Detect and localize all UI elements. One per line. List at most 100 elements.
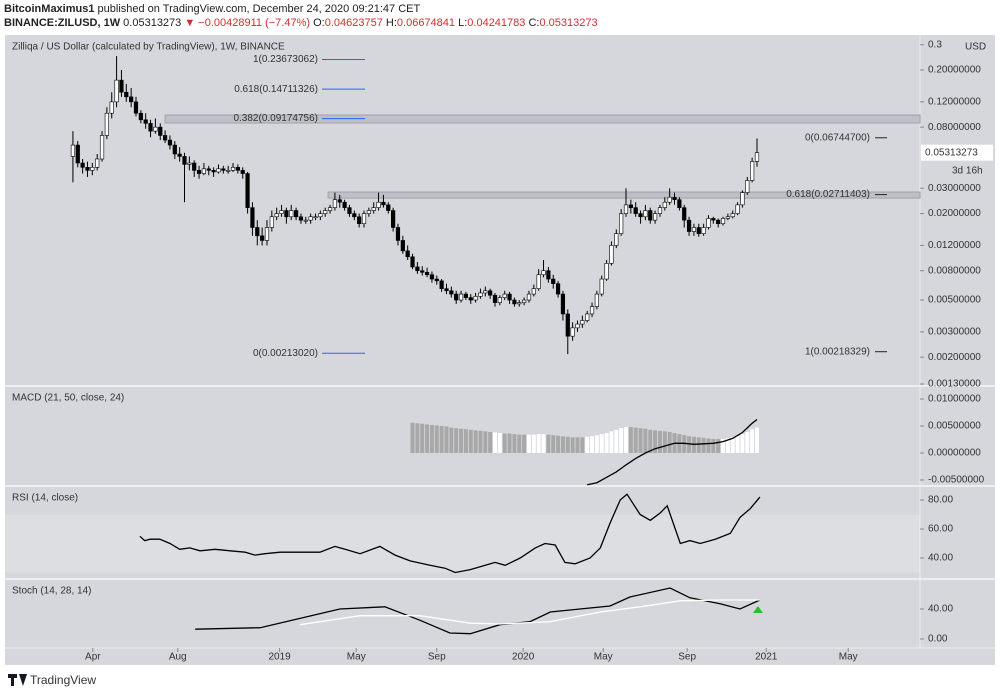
logo [8, 674, 27, 686]
candle-body [323, 210, 328, 214]
header: BitcoinMaximus1 published on TradingView… [4, 2, 598, 30]
fib-label: 0(0.06744700) [805, 132, 870, 143]
candle-body [342, 201, 347, 208]
candle-body [289, 210, 294, 218]
signal-marker [753, 606, 763, 613]
candle-body [536, 274, 541, 289]
histogram-bar [701, 437, 706, 453]
candle-body [565, 313, 570, 337]
y-tick-label: 0.00800000 [928, 265, 981, 276]
histogram-bar [623, 427, 628, 453]
x-tick-label: May [347, 652, 366, 663]
candle-body [507, 293, 512, 301]
candle-body [99, 135, 105, 160]
y-tick-label: 0.00000000 [928, 448, 981, 459]
candle-body [284, 210, 289, 218]
candle-body [575, 323, 580, 329]
candle-body [546, 270, 551, 280]
candle-body [463, 293, 468, 298]
candle-body [667, 196, 672, 203]
candle-body [657, 207, 663, 214]
candle-body [594, 293, 599, 307]
rsi-band [5, 514, 920, 573]
open: 0.04623757 [324, 17, 383, 29]
candle-body [429, 274, 435, 280]
candle-body [255, 227, 260, 237]
histogram-bar [522, 434, 527, 453]
y-tick-label: 0.00 [928, 634, 948, 645]
candle-body [691, 227, 697, 232]
y-tick-label: 0.3 [928, 39, 942, 50]
histogram-bar [493, 432, 498, 453]
candle-body [201, 168, 207, 174]
histogram-bar [463, 429, 468, 453]
x-tick-label: Sep [678, 652, 696, 663]
histogram-bar [585, 436, 590, 453]
candle-body [458, 293, 464, 301]
histogram-bar [551, 435, 556, 453]
candle-body [279, 210, 284, 214]
histogram-bar [531, 434, 536, 453]
candle-body [473, 296, 478, 301]
pane-title: RSI (14, close) [12, 493, 78, 504]
histogram-bar [502, 433, 507, 453]
candle-body [434, 278, 439, 282]
candle-body [337, 199, 342, 203]
fib-label: 0.382(0.09174756) [233, 113, 318, 124]
candle-body [720, 218, 726, 225]
candle-body [633, 207, 638, 214]
candle-body [522, 299, 527, 303]
candle-body [424, 272, 430, 276]
histogram-bar [754, 427, 759, 453]
candle-body [628, 204, 633, 208]
x-tick-label: 2019 [268, 652, 291, 663]
histogram-bar [653, 430, 658, 453]
candle-body [119, 79, 124, 93]
footer-brand: TradingView [30, 673, 96, 687]
fib-label: 0.618(0.14711326) [234, 84, 318, 95]
ohlc-label: C: [528, 17, 540, 29]
ohlc-label: O: [313, 17, 325, 29]
candle-body [580, 320, 585, 325]
candle-body [318, 213, 323, 218]
histogram-bar [730, 437, 735, 453]
histogram-bar [483, 431, 488, 453]
y-unit: USD [965, 42, 986, 53]
y-tick-label: 0.03000000 [928, 183, 981, 194]
histogram-bar [468, 429, 473, 453]
candle-body [70, 144, 76, 157]
candle-body [415, 266, 420, 272]
histogram-bar [556, 435, 561, 453]
indicator-line [195, 587, 761, 635]
histogram-bar [711, 438, 716, 453]
zone [327, 191, 921, 199]
histogram-bar [599, 434, 604, 453]
histogram-bar [725, 438, 730, 453]
histogram-bar [560, 436, 565, 453]
histogram-bar [541, 434, 546, 453]
histogram-bar [488, 431, 493, 453]
histogram-bar [619, 428, 624, 453]
candle-body [686, 219, 692, 232]
candle-body [395, 227, 401, 241]
y-tick-label: -0.00500000 [928, 475, 985, 486]
candle-body [347, 207, 352, 214]
candle-body [604, 263, 609, 280]
y-tick-label: 0.00500000 [928, 421, 981, 432]
candle-body [221, 168, 226, 171]
candle-body [148, 123, 153, 132]
candle-body [526, 293, 532, 301]
histogram-bar [444, 426, 449, 453]
candle-body [114, 79, 119, 103]
histogram-bar [570, 437, 575, 453]
candle-body [158, 126, 163, 136]
indicator-line [587, 418, 758, 486]
fib-label: 0.618(0.02711403) [786, 189, 870, 200]
candle-body [109, 101, 114, 114]
x-tick-label: Sep [428, 652, 446, 663]
header-line: BitcoinMaximus1 published on TradingView… [4, 2, 598, 16]
candle-body [327, 207, 333, 211]
candle-body [196, 170, 202, 174]
high: 0.06674841 [396, 17, 456, 29]
